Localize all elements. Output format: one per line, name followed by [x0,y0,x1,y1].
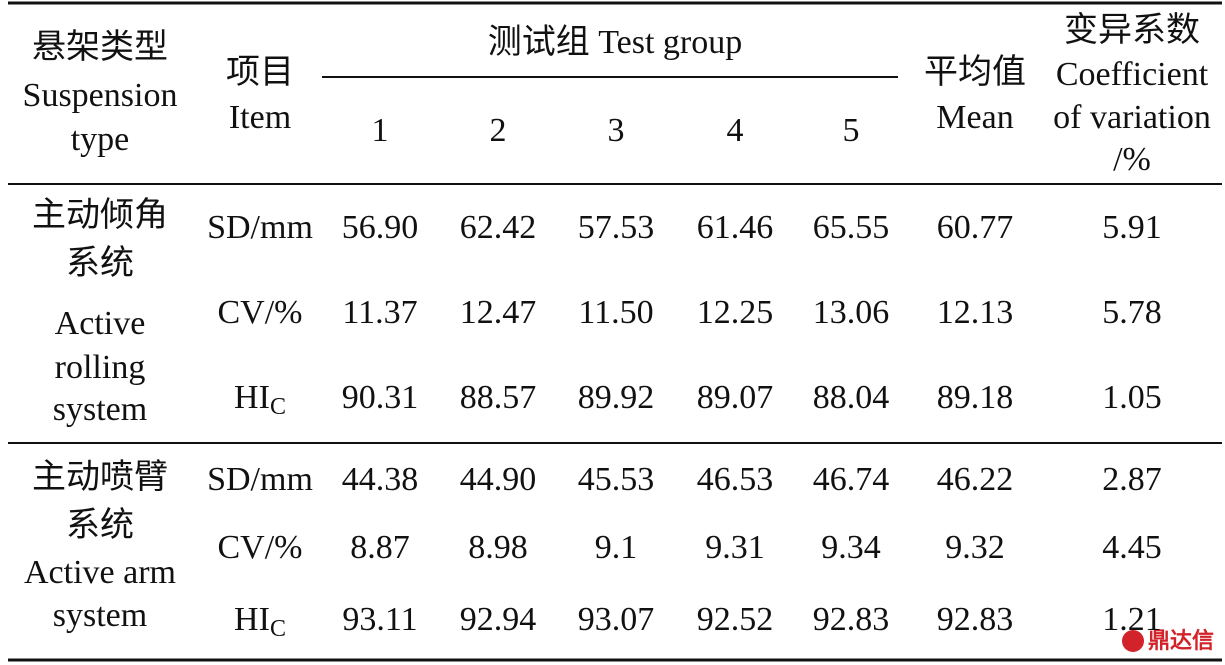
cell-value: 9.34 [821,529,881,566]
row-item: HIC [234,379,286,420]
row-item: HIC [234,601,286,642]
cell-mean: 12.13 [937,294,1014,331]
cell-value: 44.38 [342,461,419,498]
item-sub: C [270,616,286,642]
header-type: 悬架类型 [32,28,168,66]
item-sub: C [270,394,286,420]
cell-mean: 9.32 [945,529,1005,566]
group-type: Active arm [24,554,176,591]
item-base: HI [234,601,270,638]
cell-cv: 5.91 [1102,209,1162,246]
group-type: system [53,597,147,634]
header-mean: Mean [936,99,1013,136]
group-type: system [53,391,147,428]
cell-value: 46.53 [697,461,774,498]
cell-value: 93.11 [342,601,417,638]
cell-mean: 89.18 [937,379,1014,416]
cell-value: 8.87 [350,529,410,566]
watermark: 鼎达信 [1148,628,1214,654]
cell-value: 89.07 [697,379,774,416]
row-item: CV/% [218,529,303,566]
group-type: rolling [55,349,146,386]
cell-mean: 60.77 [937,209,1014,246]
cell-value: 57.53 [578,209,655,246]
cell-mean: 92.83 [937,601,1014,638]
group-type: 主动喷臂 [32,458,168,496]
cell-value: 92.94 [460,601,537,638]
header-item: 项目 [226,54,294,91]
cell-value: 11.37 [342,294,417,331]
cell-cv: 1.05 [1102,379,1162,416]
cell-cv: 1.21 [1102,601,1162,638]
header-cv: /% [1113,141,1151,178]
cell-value: 45.53 [578,461,655,498]
cell-value: 13.06 [813,294,890,331]
cell-value: 46.74 [813,461,890,498]
header-test-number: 5 [843,112,860,149]
cell-cv: 5.78 [1102,294,1162,331]
cell-value: 90.31 [342,379,419,416]
row-item: SD/mm [207,209,313,246]
cell-mean: 46.22 [937,461,1014,498]
header-cv: Coefficient [1056,56,1209,93]
group-type: 系统 [66,506,134,544]
cell-value: 89.92 [578,379,655,416]
cell-value: 88.04 [813,379,890,416]
group-type: 系统 [66,244,134,282]
header-test-number: 4 [727,112,744,149]
cell-value: 8.98 [468,529,528,566]
header-type: Suspension [23,77,178,114]
header-item: Item [229,99,291,136]
header-test-group: 测试组 Test group [488,23,743,61]
header-cv: of variation [1053,99,1211,136]
header-cv: 变异系数 [1064,11,1200,49]
header-test-number: 2 [490,112,507,149]
cell-value: 93.07 [578,601,655,638]
cell-value: 88.57 [460,379,537,416]
cell-value: 61.46 [697,209,774,246]
header-mean: 平均值 [924,53,1026,91]
cell-value: 56.90 [342,209,419,246]
cell-value: 12.47 [460,294,537,331]
header-test-number: 1 [372,112,389,149]
group-type: Active [55,305,146,342]
header-test-number: 3 [608,112,625,149]
group-type: 主动倾角 [32,196,168,234]
logo [1122,630,1144,652]
row-item: SD/mm [207,461,313,498]
cell-value: 9.31 [705,529,765,566]
cell-value: 62.42 [460,209,537,246]
cell-value: 9.1 [595,529,638,566]
cell-cv: 4.45 [1102,529,1162,566]
cell-value: 44.90 [460,461,537,498]
item-base: HI [234,379,270,416]
cell-value: 65.55 [813,209,890,246]
header-type: type [71,121,130,158]
cell-value: 11.50 [578,294,653,331]
row-item: CV/% [218,294,303,331]
cell-value: 12.25 [697,294,774,331]
cell-value: 92.83 [813,601,890,638]
cell-cv: 2.87 [1102,461,1162,498]
cell-value: 92.52 [697,601,774,638]
